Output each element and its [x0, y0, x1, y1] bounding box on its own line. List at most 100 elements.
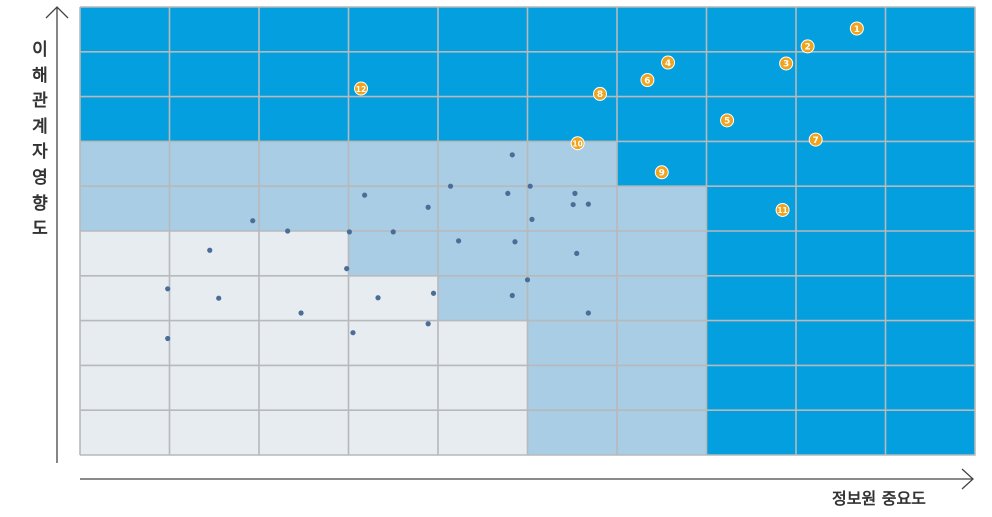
zone-cell-medium	[527, 231, 618, 277]
zone-cell-medium	[80, 141, 170, 187]
zone-cell-low	[348, 365, 439, 411]
zone-cell-high	[885, 7, 976, 53]
data-dot	[430, 290, 437, 296]
zone-cell-medium	[527, 275, 618, 322]
data-dot	[207, 247, 213, 253]
data-dot	[509, 292, 515, 299]
zone-cell-high	[169, 51, 260, 98]
zone-cell-medium	[617, 365, 707, 411]
zone-cell-high	[259, 96, 349, 142]
zone-cell-medium	[348, 141, 439, 187]
zone-cell-high	[706, 96, 797, 142]
zone-cell-high	[617, 51, 707, 98]
numbered-point-label: 5	[724, 117, 730, 127]
zone-cell-low	[259, 231, 349, 277]
zone-cell-high	[885, 96, 976, 142]
data-dot	[375, 295, 381, 301]
data-dot	[390, 229, 396, 235]
data-dot	[574, 250, 580, 256]
zone-cell-high	[706, 7, 797, 53]
zone-cell-low	[259, 320, 349, 366]
zone-cell-high	[527, 7, 618, 53]
zone-cell-medium	[527, 365, 618, 411]
zone-cell-high	[80, 7, 170, 53]
zone-cell-high	[796, 320, 886, 366]
data-dot	[425, 204, 431, 210]
data-dot	[350, 330, 356, 336]
y-axis-label: 이해관계자 영향도	[32, 40, 48, 240]
numbered-point-marker	[570, 136, 585, 151]
zone-cell-high	[885, 141, 976, 187]
data-dot	[344, 266, 350, 272]
numbered-point-label: 8	[597, 90, 603, 100]
numbered-point-label: 1	[854, 25, 860, 35]
zone-cell-high	[617, 96, 707, 142]
zone-cell-high	[796, 96, 886, 142]
data-dot	[285, 228, 291, 234]
numbered-point-label: 10	[572, 139, 582, 148]
zone-cell-high	[259, 51, 349, 98]
data-dot	[570, 201, 576, 208]
zone-cell-high	[80, 51, 170, 98]
zone-cell-low	[169, 275, 260, 322]
numbered-point-label: 3	[783, 60, 789, 70]
y-axis-arrow-icon	[45, 6, 69, 19]
zone-cell-high	[885, 365, 976, 411]
data-dot	[455, 238, 462, 244]
numbered-point-marker	[592, 86, 607, 101]
zone-cell-medium	[169, 186, 260, 232]
zone-cell-high	[796, 186, 886, 232]
zone-cell-high	[885, 320, 976, 366]
zone-cell-low	[438, 410, 528, 456]
zone-cell-high	[438, 7, 528, 53]
data-dot	[509, 152, 515, 158]
zone-cell-low	[169, 365, 260, 411]
zone-cell-high	[706, 141, 797, 187]
zone-cell-high	[617, 141, 707, 187]
zone-cell-medium	[527, 410, 618, 456]
data-dot	[529, 216, 535, 222]
numbered-point-label: 6	[644, 76, 650, 86]
numbered-point-marker	[720, 113, 735, 128]
zone-cell-high	[706, 410, 797, 456]
data-dot	[346, 229, 352, 235]
zone-cell-low	[80, 410, 170, 456]
zone-cell-low	[80, 231, 170, 277]
zone-cell-high	[527, 96, 618, 142]
data-dot	[362, 192, 368, 198]
numbered-point-marker	[775, 202, 790, 217]
zone-cell-high	[169, 96, 260, 142]
numbered-point-marker	[654, 165, 669, 180]
zone-cell-high	[706, 365, 797, 411]
zone-cell-medium	[169, 141, 260, 187]
zone-cell-high	[796, 365, 886, 411]
numbered-point-label: 4	[665, 59, 671, 69]
zone-cell-medium	[617, 410, 707, 456]
zone-cell-medium	[348, 186, 439, 232]
zone-cell-high	[438, 96, 528, 142]
zone-cell-low	[80, 320, 170, 366]
data-dot	[425, 321, 431, 327]
zone-cell-medium	[438, 141, 528, 187]
numbered-point-marker	[800, 39, 815, 54]
zone-cell-high	[706, 320, 797, 366]
data-dot	[572, 190, 578, 196]
zone-cell-high	[617, 7, 707, 53]
data-dot	[585, 310, 591, 316]
numbered-point-marker	[779, 56, 794, 71]
data-dot	[447, 183, 454, 189]
zone-cell-medium	[527, 320, 618, 366]
zone-cell-high	[885, 410, 976, 456]
numbered-point-label: 12	[356, 85, 366, 94]
zone-cell-low	[259, 410, 349, 456]
data-dot	[216, 295, 222, 301]
data-dot	[527, 183, 533, 189]
zone-cell-medium	[438, 231, 528, 277]
zone-cell-high	[706, 231, 797, 277]
data-dot	[298, 310, 304, 316]
data-dot	[524, 277, 531, 283]
zone-cell-medium	[348, 231, 439, 277]
zone-cell-medium	[527, 141, 618, 187]
zone-cell-high	[348, 7, 439, 53]
numbered-point-label: 9	[659, 169, 665, 179]
